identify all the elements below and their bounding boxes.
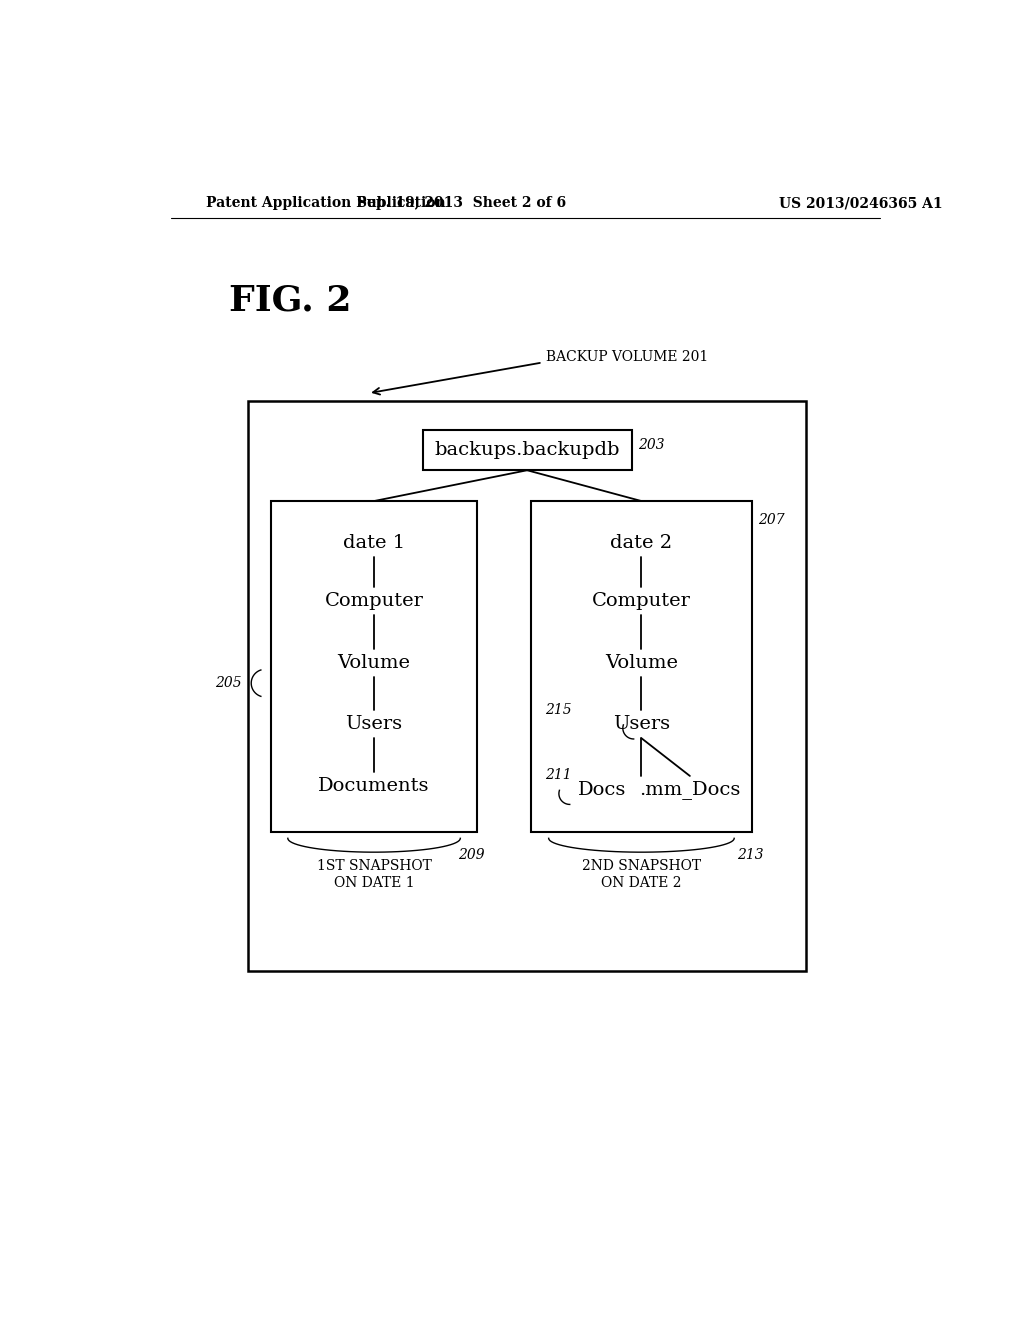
Text: 215: 215: [545, 702, 571, 717]
Text: 211: 211: [545, 768, 571, 783]
Text: date 2: date 2: [610, 535, 673, 552]
Text: 1ST SNAPSHOT
ON DATE 1: 1ST SNAPSHOT ON DATE 1: [316, 859, 431, 890]
Text: Volume: Volume: [338, 653, 411, 672]
Text: 205: 205: [215, 676, 242, 690]
Text: Sep. 19, 2013  Sheet 2 of 6: Sep. 19, 2013 Sheet 2 of 6: [356, 197, 566, 210]
Text: 209: 209: [458, 847, 484, 862]
Text: backups.backupdb: backups.backupdb: [434, 441, 620, 459]
Text: FIG. 2: FIG. 2: [228, 284, 351, 318]
Text: 203: 203: [638, 438, 665, 451]
Text: Computer: Computer: [325, 593, 424, 610]
Text: Users: Users: [613, 715, 670, 734]
Text: Docs: Docs: [578, 781, 626, 799]
Text: Documents: Documents: [318, 777, 430, 795]
Text: Patent Application Publication: Patent Application Publication: [206, 197, 445, 210]
Text: 2ND SNAPSHOT
ON DATE 2: 2ND SNAPSHOT ON DATE 2: [582, 859, 701, 890]
Text: US 2013/0246365 A1: US 2013/0246365 A1: [779, 197, 943, 210]
Text: BACKUP VOLUME 201: BACKUP VOLUME 201: [547, 350, 709, 364]
Text: 213: 213: [737, 847, 764, 862]
Bar: [248, 401, 806, 970]
Bar: [531, 502, 752, 832]
Bar: [271, 502, 477, 832]
Text: Users: Users: [345, 715, 402, 734]
Text: Volume: Volume: [605, 653, 678, 672]
Text: Computer: Computer: [592, 593, 691, 610]
Bar: [423, 430, 632, 470]
Text: 207: 207: [758, 512, 784, 527]
Text: date 1: date 1: [343, 535, 406, 552]
Text: .mm_Docs: .mm_Docs: [639, 780, 740, 800]
